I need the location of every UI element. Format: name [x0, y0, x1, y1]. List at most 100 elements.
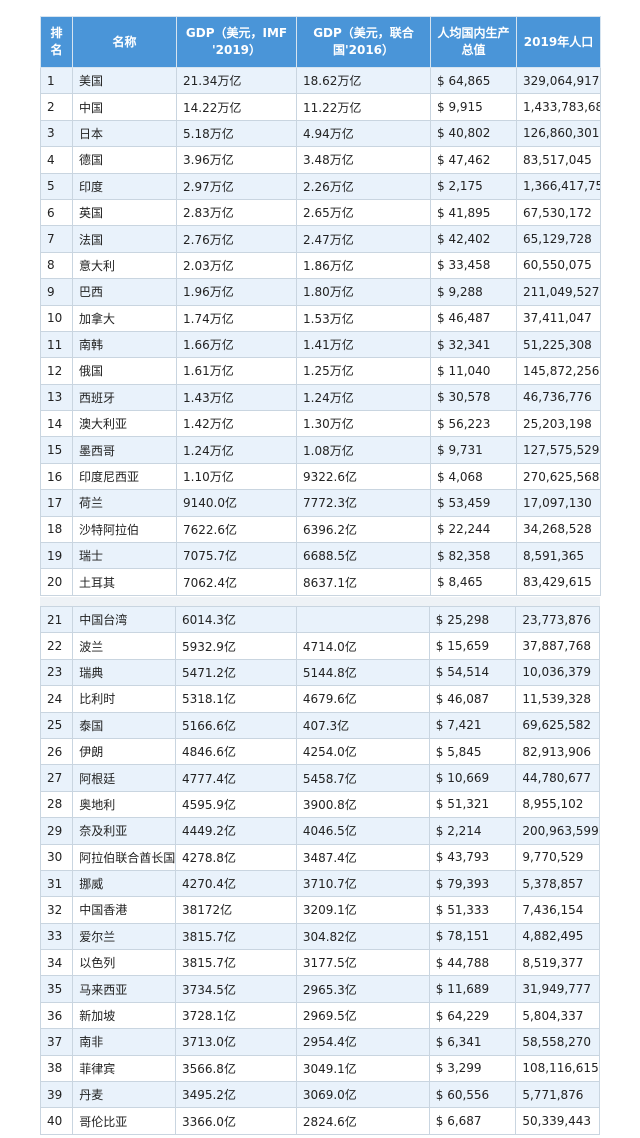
gdp-imf-2019-cell: 7075.7亿	[176, 542, 297, 570]
rank-cell: 28	[39, 790, 74, 819]
country-cell: 泰国	[72, 711, 176, 739]
rank-cell: 2	[40, 93, 73, 121]
gdp-imf-2019-cell: 3734.5亿	[174, 975, 297, 1003]
gdp-per-capita-cell: $ 79,393	[428, 869, 517, 898]
population-cell: 83,429,615	[516, 568, 601, 596]
table-row: 29 奈及利亚 4449.2亿 4046.5亿 $ 2,214 200,963,599	[39, 817, 600, 845]
table-row: 22 波兰 5932.9亿 4714.0亿 $ 15,659 37,887,768	[39, 632, 600, 660]
gdp-un-2016-cell: 1.24万亿	[296, 383, 431, 412]
gdp-imf-2019-cell: 2.03万亿	[176, 251, 297, 280]
country-cell: 瑞士	[72, 542, 177, 570]
gdp-imf-2019-cell: 7062.4亿	[176, 568, 297, 596]
gdp-un-2016-cell: 2954.4亿	[295, 1028, 430, 1056]
rank-header-line: 排	[50, 26, 63, 40]
gdp-imf-2019-cell: 1.61万亿	[176, 357, 297, 385]
gdp-imf-2019-cell: 3.96万亿	[176, 146, 297, 174]
table-row: 21 中国台湾 6014.3亿 $ 25,298 23,773,876	[39, 605, 600, 634]
table-row: 14 澳大利亚 1.42万亿 1.30万亿 $ 56,223 25,203,198	[40, 410, 601, 438]
gdp-per-capita-cell: $ 64,229	[428, 1001, 517, 1030]
rank-cell: 27	[39, 764, 74, 792]
country-cell: 奥地利	[72, 790, 176, 819]
rank-cell: 22	[39, 632, 74, 660]
table-row: 4 德国 3.96万亿 3.48万亿 $ 47,462 83,517,045	[40, 146, 601, 174]
table-row: 40 哥伦比亚 3366.0亿 2824.6亿 $ 6,687 50,339,443	[39, 1107, 600, 1135]
country-cell: 瑞典	[72, 658, 176, 687]
population-cell: 37,411,047	[516, 304, 601, 332]
gdp-per-capita-cell: $ 46,487	[430, 304, 517, 332]
population-cell: 7,436,154	[515, 896, 600, 924]
country-cell: 英国	[72, 198, 177, 227]
table-row: 24 比利时 5318.1亿 4679.6亿 $ 46,087 11,539,328	[39, 685, 600, 713]
gdp-per-capita-cell: $ 22,244	[430, 515, 517, 544]
population-cell: 4,882,495	[515, 922, 600, 951]
table-row: 18 沙特阿拉伯 7622.6亿 6396.2亿 $ 22,244 34,268,528	[40, 515, 601, 544]
rank-cell: 36	[39, 1001, 74, 1030]
country-cell: 南非	[72, 1028, 176, 1056]
gdp-un-2016-cell: 3209.1亿	[295, 896, 430, 924]
rank-cell: 3	[40, 119, 73, 148]
table-row: 38 菲律宾 3566.8亿 3049.1亿 $ 3,299 108,116,615	[39, 1054, 600, 1083]
gdp-imf-2019-cell: 5471.2亿	[174, 658, 297, 687]
gdp-per-capita-cell: $ 9,731	[430, 436, 517, 464]
gdp-imf-2019-cell: 3566.8亿	[174, 1054, 297, 1083]
population-cell: 329,064,917	[516, 66, 601, 95]
population-cell: 1,433,783,686	[516, 93, 601, 121]
rank-cell: 10	[40, 304, 73, 332]
gdp-un-2016-cell: 1.53万亿	[296, 304, 431, 332]
rank-cell: 18	[40, 515, 73, 544]
country-cell: 新加坡	[72, 1001, 176, 1030]
gdp-per-capita-cell: $ 4,068	[430, 462, 517, 491]
gdp-per-capita-cell: $ 51,333	[428, 896, 517, 924]
gdp-per-capita-cell: $ 11,040	[430, 357, 517, 385]
population-cell: 34,268,528	[516, 515, 601, 544]
country-cell: 比利时	[72, 685, 176, 713]
gdp-per-capita-cell: $ 40,802	[430, 119, 517, 148]
gdp-per-capita-cell: $ 42,402	[430, 225, 517, 253]
table-row: 12 俄国 1.61万亿 1.25万亿 $ 11,040 145,872,256	[40, 357, 601, 385]
gdp-per-capita-cell: $ 46,087	[428, 685, 517, 713]
gdp-per-capita-cell: $ 6,687	[428, 1107, 517, 1135]
gdp-un-2016-cell: 9322.6亿	[296, 462, 431, 491]
gdp-imf-2019-cell: 38172亿	[174, 896, 297, 924]
population-cell: 5,804,337	[515, 1001, 600, 1030]
gdp-per-capita-cell: $ 8,465	[430, 568, 517, 596]
population-cell: 145,872,256	[516, 357, 601, 385]
gdp-per-capita-cell: $ 41,895	[430, 198, 517, 227]
population-cell: 1,366,417,754	[516, 172, 601, 200]
gdp-un-2016-cell: 6688.5亿	[296, 542, 431, 570]
gdp-imf-2019-cell: 1.43万亿	[176, 383, 297, 412]
table-row: 32 中国香港 38172亿 3209.1亿 $ 51,333 7,436,154	[39, 896, 600, 924]
gdp-un-2016-cell: 1.86万亿	[296, 251, 431, 280]
rank-cell: 15	[40, 436, 73, 464]
gdp-un-2016-cell: 11.22万亿	[296, 93, 431, 121]
table-row: 20 土耳其 7062.4亿 8637.1亿 $ 8,465 83,429,615	[40, 568, 601, 596]
gdp-per-capita-header: 人均国内生产 总值	[430, 16, 517, 68]
gdp-per-capita-header-line: 总值	[461, 43, 486, 57]
gdp-per-capita-cell: $ 25,298	[428, 605, 517, 634]
gdp-per-capita-cell: $ 51,321	[428, 790, 517, 819]
gdp-per-capita-cell: $ 32,341	[430, 330, 517, 359]
table-break	[40, 597, 600, 606]
table-row: 34 以色列 3815.7亿 3177.5亿 $ 44,788 8,519,377	[39, 949, 600, 977]
gdp-un-2016-cell: 2824.6亿	[295, 1107, 430, 1135]
gdp-un-2016-header-line: 国'2016）	[332, 43, 395, 57]
population-cell: 31,949,777	[515, 975, 600, 1003]
rank-cell: 17	[40, 489, 73, 517]
population-cell: 50,339,443	[515, 1107, 600, 1135]
country-cell: 中国	[72, 93, 177, 121]
gdp-un-2016-cell: 1.25万亿	[296, 357, 431, 385]
country-cell: 荷兰	[72, 489, 177, 517]
gdp-imf-2019-cell: 5318.1亿	[174, 685, 297, 713]
country-cell: 奈及利亚	[72, 817, 176, 845]
gdp-per-capita-cell: $ 3,299	[428, 1054, 517, 1083]
gdp-per-capita-cell: $ 7,421	[428, 711, 517, 739]
rank-cell: 29	[39, 817, 74, 845]
rank-cell: 38	[39, 1054, 74, 1083]
population-cell: 8,591,365	[516, 542, 601, 570]
gdp-un-2016-cell: 1.41万亿	[296, 330, 431, 359]
rank-cell: 14	[40, 410, 73, 438]
gdp-ranking-table-part2: 21 中国台湾 6014.3亿 $ 25,298 23,773,876 22 波兰 5932.…	[39, 605, 600, 1135]
gdp-un-2016-cell: 2.47万亿	[296, 225, 431, 253]
population-cell: 69,625,582	[515, 711, 600, 739]
rank-cell: 32	[39, 896, 74, 924]
